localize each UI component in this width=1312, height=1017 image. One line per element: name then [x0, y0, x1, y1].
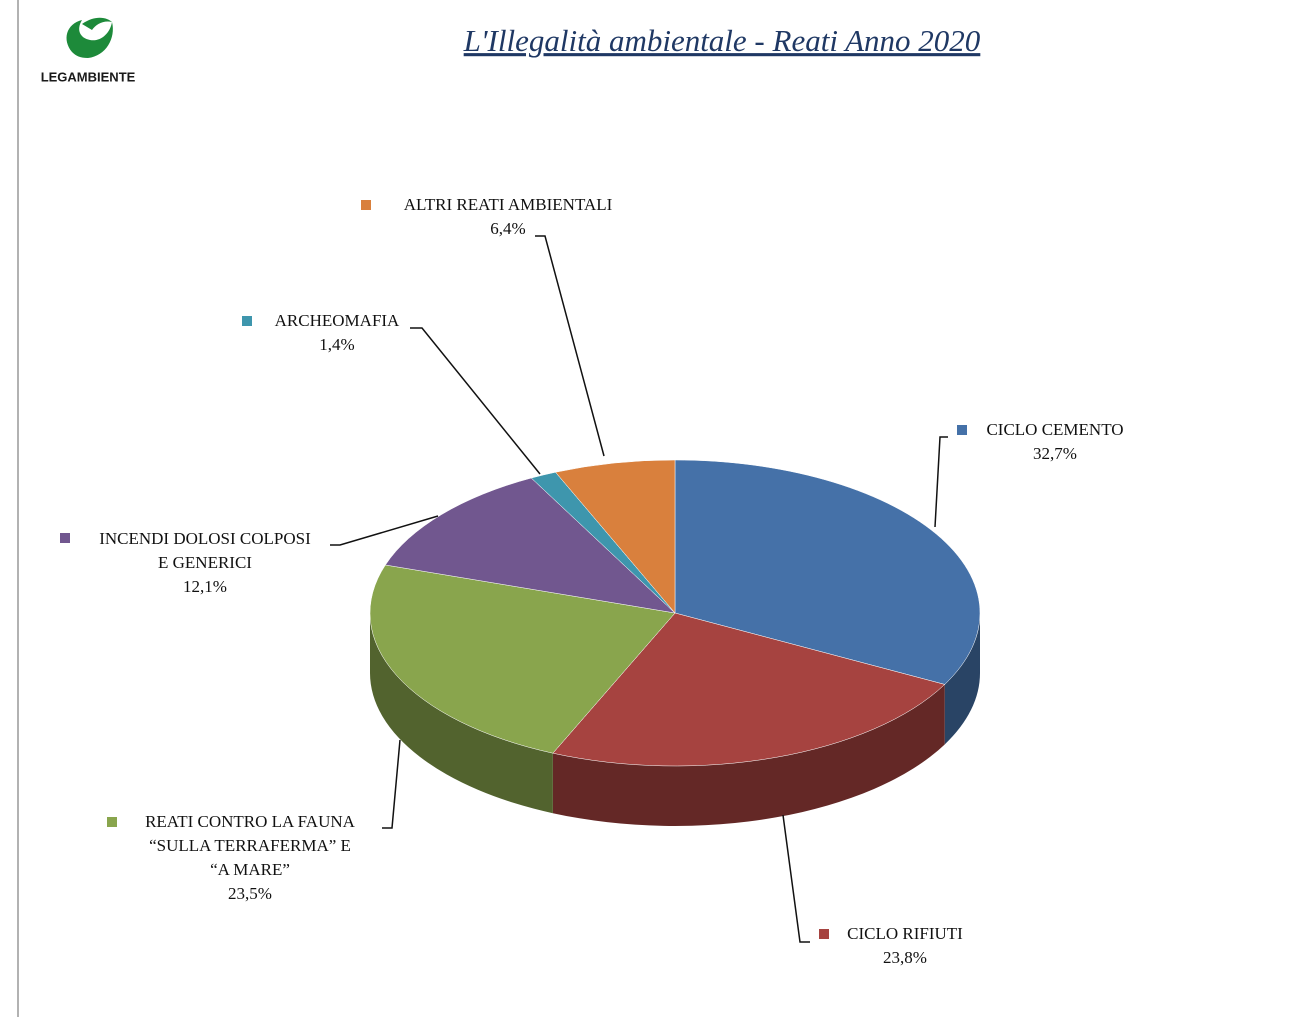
category-label: ARCHEOMAFIA: [275, 311, 400, 330]
leader-line: [382, 739, 401, 829]
slice: [552, 612, 946, 767]
slice: [555, 459, 676, 614]
legend-swatch: [242, 316, 252, 326]
value-label: 23,5%: [228, 884, 272, 903]
legend-swatch: [107, 817, 117, 827]
legend-swatch: [60, 533, 70, 543]
leader-line: [535, 235, 605, 457]
slice: [674, 459, 981, 685]
logo-icon: [66, 20, 113, 58]
logo-icon: [82, 17, 112, 30]
leader-line: [934, 436, 948, 528]
chart-title: L'Illegalità ambientale - Reati Anno 202…: [463, 23, 981, 58]
legend-swatch: [361, 200, 371, 210]
value-label: 6,4%: [490, 219, 525, 238]
category-label: INCENDI DOLOSI COLPOSI E GENERICI: [99, 529, 311, 572]
slice: [369, 564, 676, 754]
legend-swatch: [957, 425, 967, 435]
value-label: 32,7%: [1033, 444, 1077, 463]
category-label: CICLO CEMENTO: [986, 420, 1123, 439]
slice: [384, 477, 676, 614]
slice-side: [552, 684, 945, 826]
logo-text: LEGAMBIENTE: [41, 69, 136, 84]
category-label: ALTRI REATI AMBIENTALI: [404, 195, 613, 214]
leader-line: [782, 814, 810, 943]
category-label: REATI CONTRO LA FAUNA “SULLA TERRAFERMA” …: [145, 812, 356, 879]
leader-line: [330, 515, 439, 546]
legend-swatch: [819, 929, 829, 939]
slice-side: [370, 613, 553, 814]
value-label: 23,8%: [883, 948, 927, 967]
logo: LEGAMBIENTE: [41, 17, 136, 84]
category-label: CICLO RIFIUTI: [847, 924, 963, 943]
value-label: 12,1%: [183, 577, 227, 596]
value-label: 1,4%: [319, 335, 354, 354]
leader-line: [410, 327, 541, 475]
slice-side: [944, 613, 980, 745]
